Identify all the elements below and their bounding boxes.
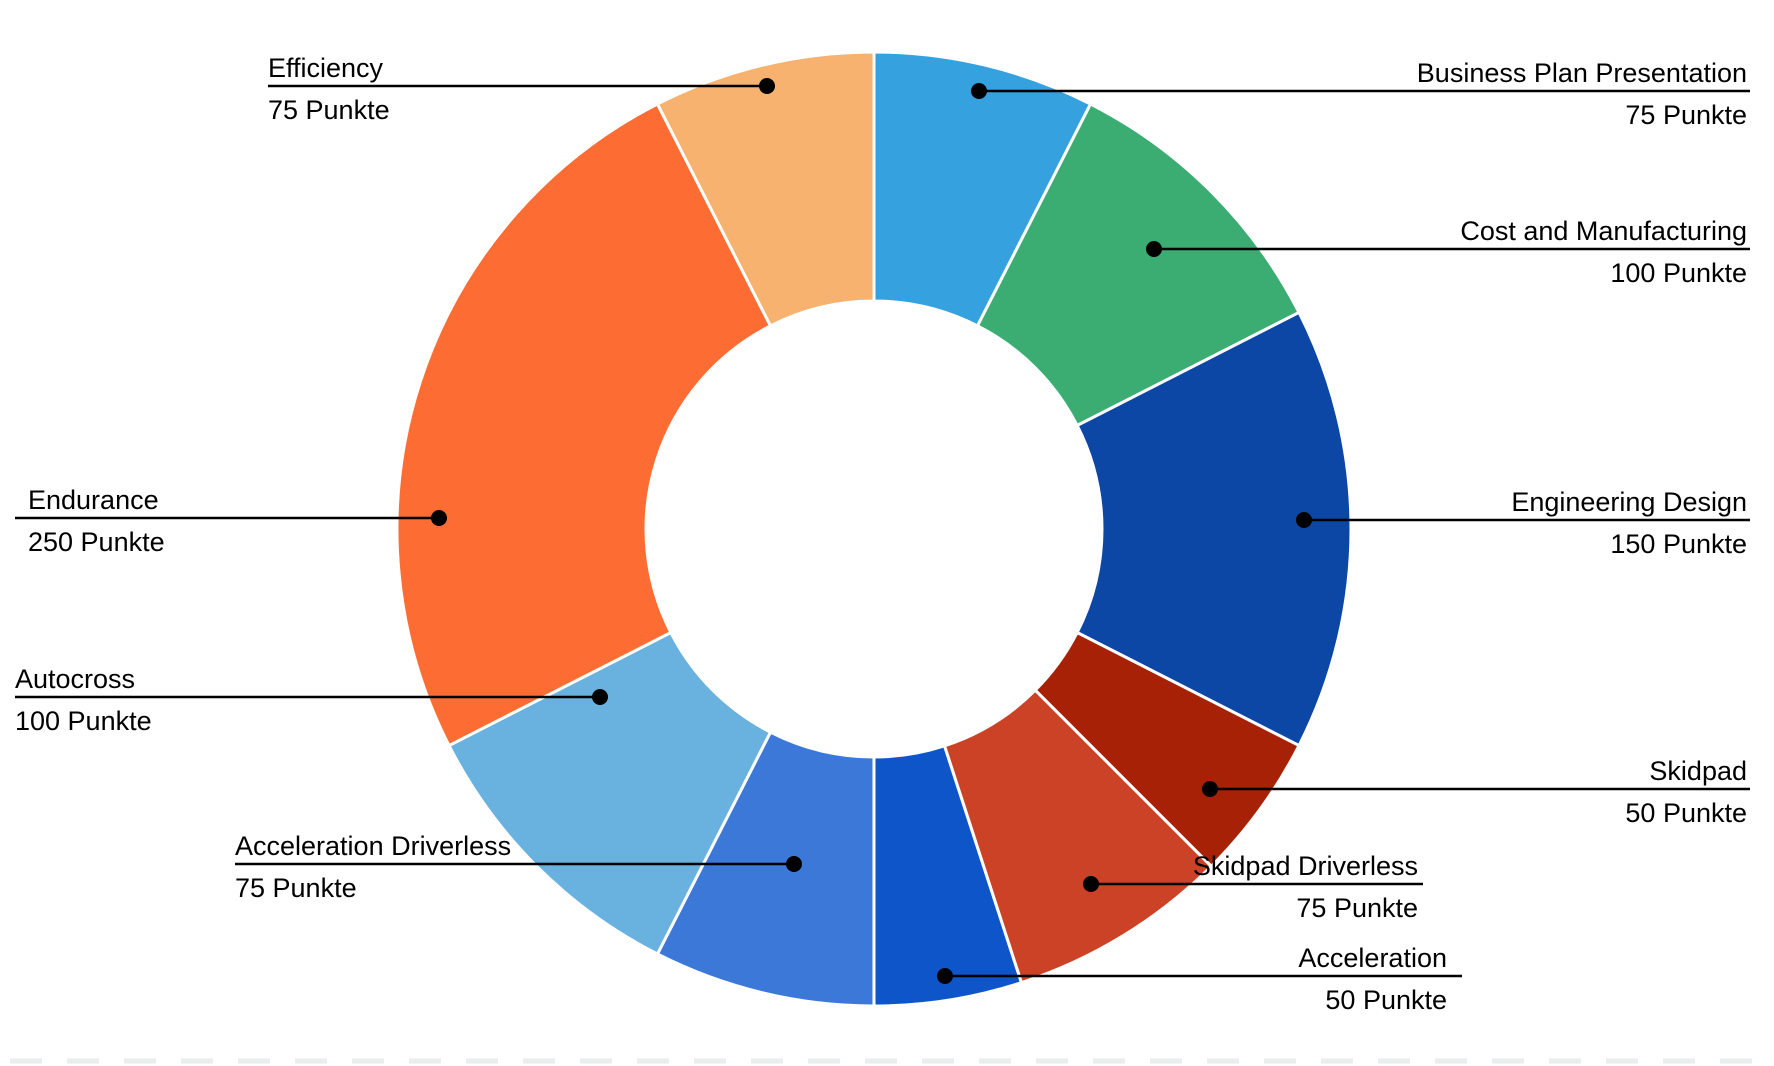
leader-dot-acceleration (937, 968, 953, 984)
segment-points-engineering-design: 150 Punkte (1610, 529, 1747, 559)
leader-dot-efficiency (759, 78, 775, 94)
segment-label-business-plan-presentation: Business Plan Presentation (1417, 58, 1747, 88)
segment-points-cost-and-manufacturing: 100 Punkte (1610, 258, 1747, 288)
leader-dot-acceleration-driverless (786, 856, 802, 872)
leader-dot-cost-and-manufacturing (1146, 241, 1162, 257)
segment-points-acceleration: 50 Punkte (1325, 985, 1447, 1015)
segment-label-cost-and-manufacturing: Cost and Manufacturing (1460, 216, 1747, 246)
leader-dot-engineering-design (1296, 512, 1312, 528)
segment-points-acceleration-driverless: 75 Punkte (235, 873, 357, 903)
leader-dot-skidpad (1202, 781, 1218, 797)
leader-dot-endurance (431, 510, 447, 526)
segment-label-engineering-design: Engineering Design (1511, 487, 1747, 517)
slice-endurance[interactable] (395, 101, 773, 748)
segment-points-business-plan-presentation: 75 Punkte (1625, 100, 1747, 130)
slice-efficiency[interactable] (655, 50, 876, 328)
segment-label-acceleration: Acceleration (1298, 943, 1447, 973)
segment-points-endurance: 250 Punkte (28, 527, 165, 557)
segment-points-skidpad: 50 Punkte (1625, 798, 1747, 828)
leader-dot-business-plan-presentation (971, 83, 987, 99)
slice-engineering-design[interactable] (1075, 310, 1353, 748)
slice-cost-and-manufacturing[interactable] (975, 101, 1302, 428)
segment-label-skidpad-driverless: Skidpad Driverless (1193, 851, 1418, 881)
segment-points-autocross: 100 Punkte (15, 706, 152, 736)
leader-dot-autocross (592, 689, 608, 705)
segment-label-autocross: Autocross (15, 664, 135, 694)
leader-dot-skidpad-driverless (1083, 876, 1099, 892)
segment-points-efficiency: 75 Punkte (268, 95, 390, 125)
segment-label-acceleration-driverless: Acceleration Driverless (235, 831, 511, 861)
segment-label-endurance: Endurance (28, 485, 159, 515)
segment-label-skidpad: Skidpad (1649, 756, 1747, 786)
segment-points-skidpad-driverless: 75 Punkte (1296, 893, 1418, 923)
slice-autocross[interactable] (446, 630, 773, 957)
segment-label-efficiency: Efficiency (268, 53, 384, 83)
